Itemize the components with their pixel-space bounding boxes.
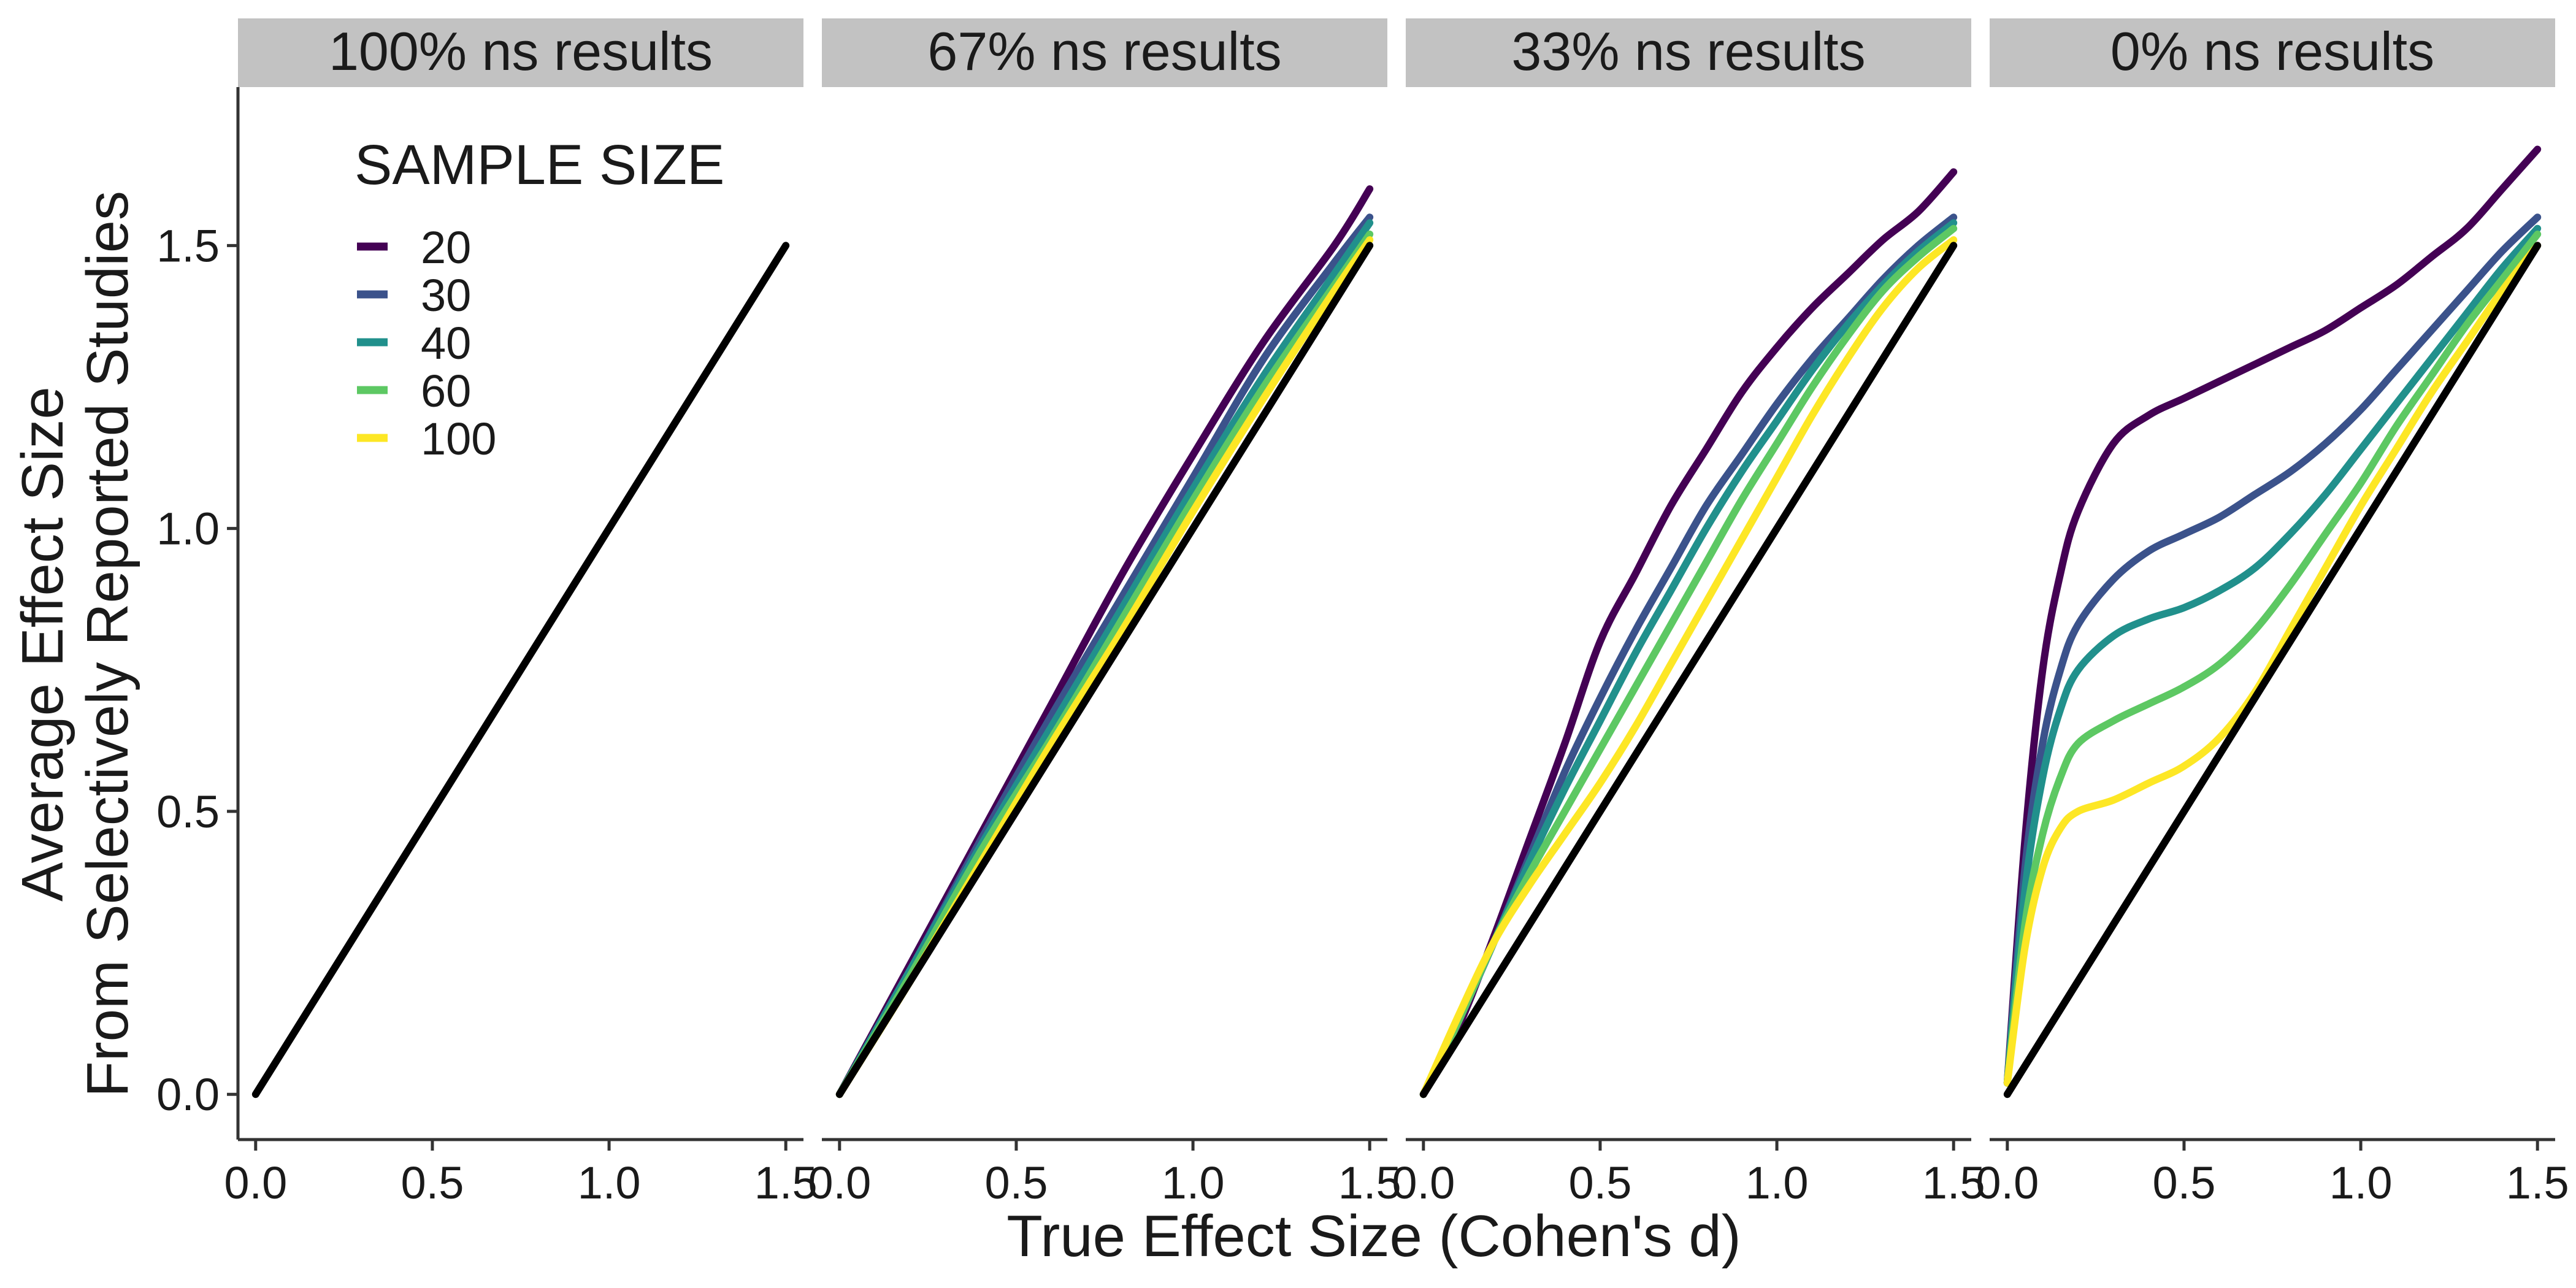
x-tick-label: 0.5 — [1569, 1157, 1632, 1208]
x-tick-label: 1.0 — [2329, 1157, 2393, 1208]
x-tick-label: 0.5 — [401, 1157, 464, 1208]
x-axis-title: True Effect Size (Cohen's d) — [1006, 1203, 1741, 1269]
series-line-n20 — [2003, 145, 2542, 1087]
reference-line — [835, 242, 1374, 1098]
series-line-n100 — [1419, 236, 1958, 1098]
reference-line — [251, 242, 790, 1098]
series-line-n40 — [2003, 224, 2542, 1087]
panel-3: 33% ns results 0.0 0.5 1.0 1.5 — [1392, 18, 1985, 1208]
legend-label-n20: 20 — [421, 222, 471, 273]
x-tick-label: 1.0 — [1162, 1157, 1225, 1208]
panel-title: 0% ns results — [2110, 21, 2434, 82]
panel-title: 67% ns results — [927, 21, 1281, 82]
series-line-n60 — [2003, 230, 2542, 1087]
panel-strip — [238, 18, 803, 87]
y-axis-title-line-1: Average Effect Size — [10, 386, 75, 902]
x-tick-label: 0.5 — [2153, 1157, 2216, 1208]
x-tick-label: 1.0 — [578, 1157, 641, 1208]
x-tick-label: 0.0 — [1392, 1157, 1455, 1208]
x-tick-label: 1.5 — [2506, 1157, 2569, 1208]
x-tick-label: 1.5 — [754, 1157, 818, 1208]
y-tick-label: 0.5 — [156, 786, 220, 837]
legend-label-n40: 40 — [421, 318, 471, 369]
legend-label-n60: 60 — [421, 366, 471, 416]
series-line-n30 — [2003, 213, 2542, 1087]
panel-strip — [1990, 18, 2555, 87]
y-axis-title-line-2: From Selectively Reported Studies — [75, 191, 140, 1097]
x-tick-label: 1.5 — [1922, 1157, 1985, 1208]
x-tick-label: 1.0 — [1746, 1157, 1809, 1208]
y-tick-label: 1.5 — [156, 220, 220, 271]
x-tick-label: 0.5 — [985, 1157, 1048, 1208]
legend-label-n30: 30 — [421, 270, 471, 321]
panel-2: 67% ns results 0.0 0.5 1.0 1.5 — [808, 18, 1401, 1208]
panel-strip — [822, 18, 1387, 87]
x-tick-label: 0.0 — [224, 1157, 287, 1208]
reference-line — [2003, 242, 2542, 1098]
y-tick-label: 0.0 — [156, 1069, 220, 1120]
panel-1: 100% ns results 0.0 0.5 1.0 1.5 0.0 0.5 1.0 1.5 — [156, 18, 818, 1208]
reference-line — [1419, 242, 1958, 1098]
x-tick-label: 1.5 — [1338, 1157, 1401, 1208]
panel-title: 100% ns results — [329, 21, 713, 82]
panel-strip — [1406, 18, 1971, 87]
legend-label-n100: 100 — [421, 413, 496, 464]
x-tick-label: 0.0 — [808, 1157, 871, 1208]
y-tick-label: 1.0 — [156, 504, 220, 554]
x-tick-label: 0.0 — [1976, 1157, 2039, 1208]
legend-title: SAMPLE SIZE — [355, 134, 724, 196]
panel-title: 33% ns results — [1511, 21, 1865, 82]
panel-4: 0% ns results 0.0 0.5 1.0 1.5 — [1976, 18, 2569, 1208]
